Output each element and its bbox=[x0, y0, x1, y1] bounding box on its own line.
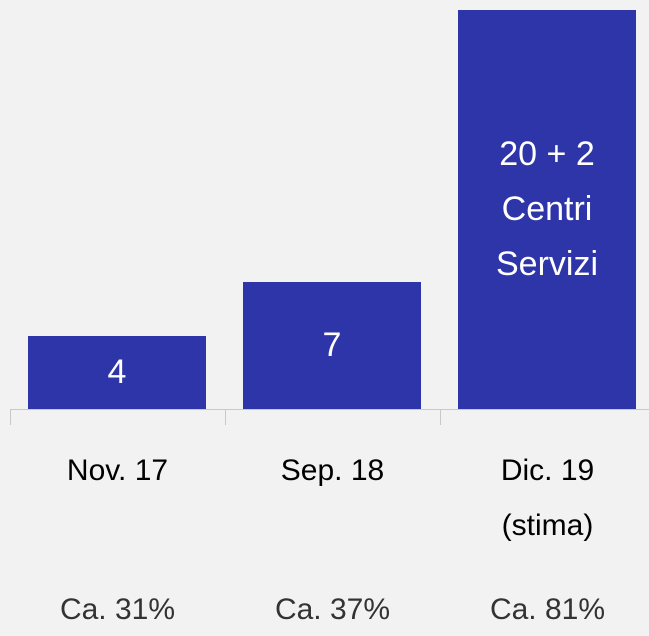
data-label: 20 + 2 Centri Servizi bbox=[495, 135, 599, 283]
x-tick bbox=[10, 409, 11, 425]
x-tick-label: Dic. 19 (stima) bbox=[500, 454, 595, 542]
footnote: Ca. 37% bbox=[274, 593, 391, 626]
footnote: Ca. 81% bbox=[489, 593, 606, 626]
x-tick bbox=[440, 409, 441, 425]
bar bbox=[28, 336, 206, 409]
bar bbox=[458, 10, 636, 409]
data-label: 7 bbox=[322, 326, 342, 365]
bar bbox=[243, 282, 421, 409]
footnote: Ca. 31% bbox=[59, 593, 176, 626]
x-tick-label: Sep. 18 bbox=[280, 454, 385, 487]
x-tick-label: Nov. 17 bbox=[66, 454, 169, 487]
x-axis bbox=[10, 409, 649, 410]
data-label: 4 bbox=[107, 353, 127, 392]
x-tick bbox=[225, 409, 226, 425]
